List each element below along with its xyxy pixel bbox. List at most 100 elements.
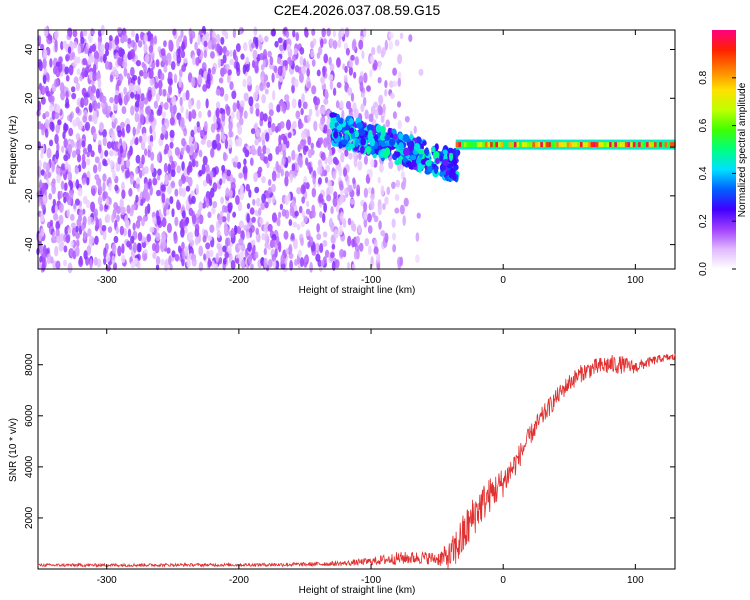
spectrogram-cell — [574, 142, 578, 148]
spectrogram-cell — [144, 54, 150, 64]
spectrogram-cell — [207, 109, 212, 118]
spectrogram-cell — [339, 211, 344, 223]
spectrogram-cell — [215, 107, 220, 119]
spectrogram-cell — [344, 149, 349, 157]
spectrogram-cell — [220, 36, 225, 45]
spectrogram-cell — [630, 142, 634, 148]
spectrogram-cell — [75, 179, 80, 189]
spectrogram-cell — [192, 54, 196, 66]
spectrogram-cell — [349, 127, 355, 134]
spectrogram-cell — [102, 229, 107, 241]
spectrogram-cell — [261, 233, 266, 241]
spectrogram-cell — [170, 61, 176, 71]
spectrogram-cell — [319, 243, 324, 254]
spectrogram-cell — [173, 73, 178, 84]
spectrogram-cell — [312, 176, 316, 185]
spectrogram-cell — [41, 261, 46, 272]
spectrogram-cell — [115, 205, 121, 215]
spectrogram-cell — [259, 52, 264, 61]
spectrogram-cell — [233, 224, 238, 236]
spectrogram-cell — [227, 138, 233, 149]
spectrogram-cell — [413, 125, 417, 134]
spectrogram-cell — [281, 208, 287, 217]
spectrogram-cell — [168, 255, 172, 266]
spectrogram-cell — [254, 65, 259, 73]
spectrogram-cell — [174, 216, 179, 227]
spectrogram-cell — [194, 236, 199, 246]
spectrogram-cell — [181, 137, 186, 147]
spectrogram-cell — [115, 52, 119, 60]
spectrogram-cell — [236, 100, 240, 110]
spectrogram-cell — [301, 93, 305, 104]
spectrogram-cell — [331, 261, 336, 271]
spectrogram-cell — [293, 168, 298, 177]
spectrogram-cell — [102, 95, 107, 104]
spectrogram-cell — [140, 92, 145, 102]
spectrogram-cell — [77, 45, 81, 55]
spectrogram-cell — [113, 235, 119, 244]
spectrogram-cell — [300, 107, 304, 116]
spectrogram-cell — [167, 58, 172, 66]
spectrogram-cell — [181, 161, 185, 172]
spectrogram-cell — [249, 207, 255, 215]
spectrogram-cell — [230, 181, 236, 191]
spectrogram-cell — [148, 44, 154, 53]
spectrogram-cell — [286, 43, 291, 53]
x-tick-label: 100 — [627, 275, 644, 286]
spectrogram-cell — [310, 142, 314, 150]
spectrogram-cell — [519, 142, 523, 148]
spectrogram-cell — [282, 149, 287, 159]
spectrogram-cell — [548, 142, 552, 148]
spectrogram-cell — [76, 56, 81, 64]
spectrogram-cell — [322, 231, 328, 238]
spectrogram-cell — [343, 74, 348, 83]
spectrogram-cell — [593, 142, 597, 148]
spectrogram-cell — [185, 185, 191, 192]
spectrogram-cell — [62, 40, 68, 49]
spectrogram-cell — [54, 78, 59, 88]
spectrogram-cell — [276, 56, 282, 65]
spectrogram-cell — [202, 84, 208, 92]
spectrogram-cell — [246, 203, 251, 210]
spectrogram-cell — [243, 158, 247, 166]
spectrogram-cell — [139, 113, 145, 125]
spectrogram-cell — [310, 49, 315, 58]
spectrogram-cell — [324, 176, 329, 184]
spectrogram-cell — [364, 237, 370, 247]
spectrogram-cell — [126, 240, 131, 248]
spectrogram-cell — [266, 81, 271, 88]
spectrogram-cell — [166, 92, 171, 99]
spectrogram-cell — [208, 191, 213, 202]
spectrogram-cell — [360, 145, 365, 154]
spectrogram-cell — [566, 142, 570, 148]
spectrogram-cell — [152, 177, 158, 186]
spectrogram-cell — [224, 93, 229, 102]
spectrogram-cell — [133, 83, 137, 95]
spectrogram-cell — [184, 217, 189, 227]
spectrogram-cell — [84, 66, 90, 74]
spectrogram-cell — [376, 44, 382, 54]
spectrogram-cell — [384, 196, 389, 205]
spectrogram-cell — [340, 188, 344, 198]
spectrogram-cell — [183, 57, 188, 64]
spectrogram-cell — [209, 224, 215, 233]
spectrogram-cell — [383, 150, 389, 160]
spectrogram-cell — [377, 176, 381, 184]
spectrogram-cell — [56, 173, 61, 184]
spectrogram-cell — [224, 138, 229, 150]
spectrogram-cell — [43, 26, 49, 38]
spectrogram-cell — [118, 57, 123, 67]
spectrogram-cell — [152, 251, 157, 260]
spectrogram-cell — [104, 60, 110, 70]
spectrogram-cell — [82, 147, 88, 155]
spectrogram-cell — [442, 158, 449, 167]
spectrogram-cell — [146, 233, 152, 243]
spectrogram-cell — [104, 42, 110, 52]
spectrogram-cell — [84, 121, 91, 132]
spectrogram-cell — [166, 247, 171, 254]
spectrogram-cell — [358, 39, 364, 50]
spectrogram-cell — [392, 111, 398, 120]
spectrogram-cell — [577, 142, 581, 148]
spectrogram-cell — [291, 200, 296, 207]
spectrogram-cell — [326, 194, 332, 202]
